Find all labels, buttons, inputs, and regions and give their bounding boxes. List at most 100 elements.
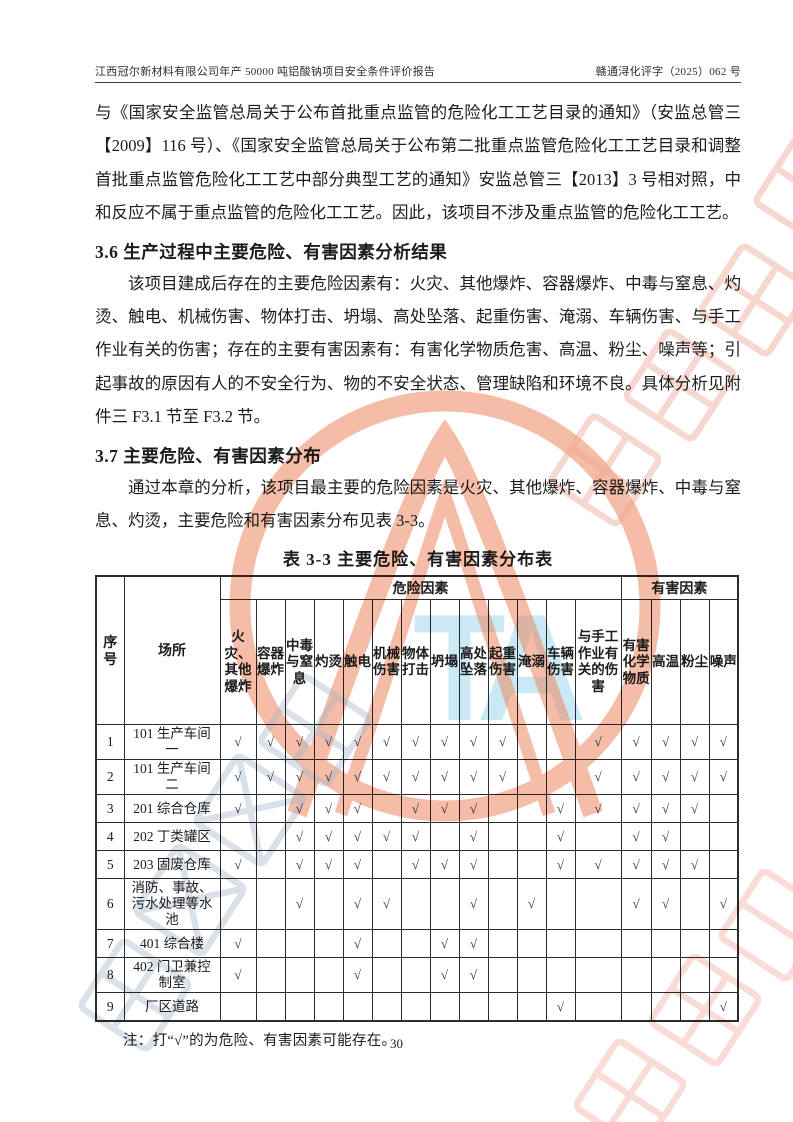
factor-header-5: 机械伤害 [371, 599, 402, 726]
check-cell: √ [284, 794, 315, 824]
empty-cell [487, 878, 518, 931]
check-cell: √ [284, 850, 315, 880]
empty-cell [574, 929, 622, 959]
row-number-cell: 5 [95, 850, 125, 880]
empty-cell [284, 957, 315, 994]
check-cell: √ [219, 759, 257, 796]
empty-cell [284, 992, 315, 1022]
empty-cell [255, 794, 286, 824]
row-number-cell: 2 [95, 759, 125, 796]
empty-cell [371, 929, 402, 959]
row-number-cell: 1 [95, 724, 125, 761]
empty-cell [679, 929, 710, 959]
check-cell: √ [342, 794, 373, 824]
empty-cell [516, 724, 547, 761]
section-3-7-body: 通过本章的分析，该项目最主要的危险因素是火灾、其他爆炸、容器爆炸、中毒与窒息、灼… [95, 477, 741, 531]
section-3-6-body: 该项目建成后存在的主要危险因素有：火灾、其他爆炸、容器爆炸、中毒与窒息、灼烫、触… [95, 273, 741, 427]
empty-cell [574, 878, 622, 931]
check-cell: √ [429, 759, 460, 796]
factor-header-7: 坍塌 [429, 599, 460, 726]
check-cell: √ [487, 759, 518, 796]
check-cell: √ [313, 850, 344, 880]
check-cell: √ [487, 724, 518, 761]
empty-cell [516, 929, 547, 959]
check-cell: √ [284, 724, 315, 761]
check-cell: √ [708, 759, 739, 796]
row-place-cell: 201 综合仓库 [123, 794, 221, 824]
empty-cell [679, 957, 710, 994]
header-doc-number: 赣通浔化评字（2025）062 号 [595, 66, 741, 78]
empty-cell [516, 759, 547, 796]
empty-cell [487, 992, 518, 1022]
check-cell: √ [620, 850, 652, 880]
group-header-harm: 有害因素 [620, 575, 739, 601]
factor-header-9: 起重伤害 [487, 599, 518, 726]
empty-cell [516, 822, 547, 852]
empty-cell [255, 878, 286, 931]
check-cell: √ [342, 878, 373, 931]
check-cell: √ [458, 850, 489, 880]
check-cell: √ [313, 794, 344, 824]
factor-header-10: 淹溺 [516, 599, 547, 726]
hazard-distribution-table: 序号 场所 危险因素 有害因素 火灾、其他爆炸 容器爆炸 中毒与窒息 灼烫 触电 机械伤害 物体打击… [95, 575, 740, 1023]
check-cell: √ [650, 794, 681, 824]
table-row: 1 101 生产车间一 √ √ √ √ √ √ √ √ √ √ √ √ √ √ √ [95, 724, 739, 761]
check-cell: √ [255, 724, 286, 761]
check-cell: √ [708, 724, 739, 761]
check-cell: √ [708, 878, 739, 931]
empty-cell [516, 992, 547, 1022]
check-cell: √ [429, 957, 460, 994]
empty-cell [516, 850, 547, 880]
empty-cell [313, 957, 344, 994]
row-number-cell: 4 [95, 822, 125, 852]
empty-cell [219, 822, 257, 852]
check-cell: √ [284, 759, 315, 796]
check-cell: √ [313, 724, 344, 761]
row-number-cell: 3 [95, 794, 125, 824]
check-cell: √ [516, 878, 547, 931]
check-cell: √ [620, 724, 652, 761]
check-cell: √ [620, 878, 652, 931]
empty-cell [708, 957, 739, 994]
factor-header-14: 高温 [650, 599, 681, 726]
empty-cell [371, 850, 402, 880]
check-cell: √ [650, 724, 681, 761]
empty-cell [679, 878, 710, 931]
check-cell: √ [574, 850, 622, 880]
check-cell: √ [400, 850, 431, 880]
factor-header-8: 高处坠落 [458, 599, 489, 726]
check-cell: √ [342, 822, 373, 852]
row-place-cell: 消防、事故、污水处理等水池 [123, 878, 221, 931]
empty-cell [620, 957, 652, 994]
check-cell: √ [400, 794, 431, 824]
empty-cell [545, 724, 576, 761]
empty-cell [255, 822, 286, 852]
empty-cell [371, 794, 402, 824]
empty-cell [708, 794, 739, 824]
check-cell: √ [650, 759, 681, 796]
group-header-danger: 危险因素 [219, 575, 622, 601]
empty-cell [400, 878, 431, 931]
empty-cell [650, 992, 681, 1022]
table-row: 5 203 固废仓库 √ √ √ √ √ √ √ √ √ √ √ √ [95, 850, 739, 880]
check-cell: √ [219, 794, 257, 824]
check-cell: √ [650, 822, 681, 852]
empty-cell [219, 992, 257, 1022]
factor-header-6: 物体打击 [400, 599, 431, 726]
check-cell: √ [545, 794, 576, 824]
row-number-cell: 6 [95, 878, 125, 931]
factor-header-16: 噪声 [708, 599, 739, 726]
row-place-cell: 401 综合楼 [123, 929, 221, 959]
check-cell: √ [313, 759, 344, 796]
empty-cell [487, 794, 518, 824]
table-row: 2 101 生产车间二 √ √ √ √ √ √ √ √ √ √ √ √ √ √ √ [95, 759, 739, 796]
table-row: 8 402 门卫兼控制室 √ √ √ √ [95, 957, 739, 994]
check-cell: √ [219, 957, 257, 994]
factor-header-1: 容器爆炸 [255, 599, 286, 726]
col-header-no: 序号 [95, 575, 125, 726]
row-place-cell: 203 固废仓库 [123, 850, 221, 880]
empty-cell [545, 957, 576, 994]
check-cell: √ [458, 957, 489, 994]
check-cell: √ [342, 850, 373, 880]
empty-cell [255, 929, 286, 959]
